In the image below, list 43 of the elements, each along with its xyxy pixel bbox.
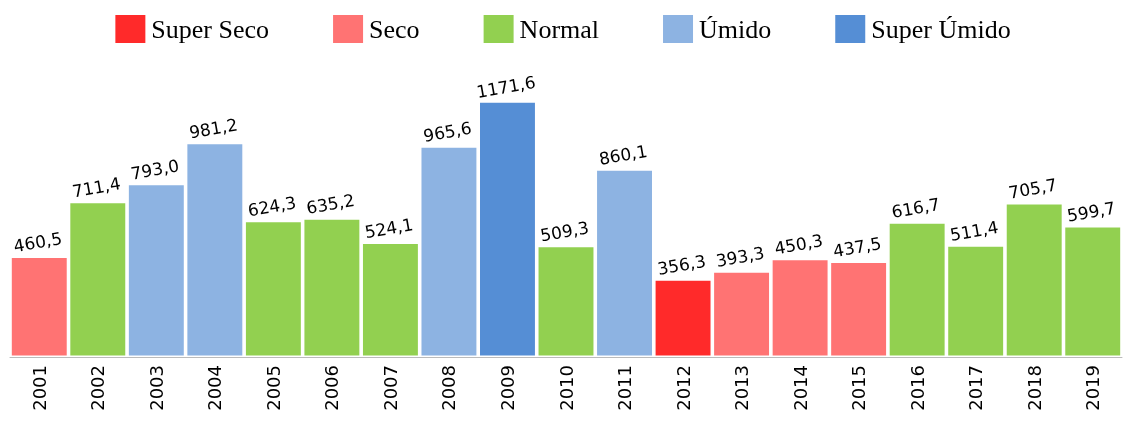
data-label: 624,3 [246,192,298,221]
x-tick-label: 2009 [496,365,518,411]
data-label: 450,3 [772,230,825,259]
legend-label: Super Seco [151,14,270,44]
x-tick-label: 2019 [1082,365,1104,411]
x-tick-label: 2010 [555,365,577,411]
data-label: 1171,6 [474,71,538,102]
data-label: 393,3 [714,242,766,271]
x-tick-label: 2007 [379,365,401,411]
data-label: 705,7 [1007,174,1059,203]
data-label: 356,3 [655,250,708,279]
legend-label: Super Úmido [871,14,1011,44]
data-label: 860,1 [597,140,649,169]
data-label: 524,1 [363,214,415,243]
x-tick-label: 2008 [438,365,460,411]
x-tick-label: 2002 [87,365,109,411]
data-label: 437,5 [831,233,883,262]
data-label: 711,4 [70,173,123,202]
data-label: 793,0 [129,155,181,184]
x-tick-label: 2012 [672,365,694,411]
data-label: 599,7 [1065,197,1117,226]
data-label: 511,4 [948,216,1000,246]
legend-label: Úmido [699,14,772,44]
x-tick-label: 2016 [906,365,928,411]
data-label: 965,6 [421,117,474,146]
x-tick-label: 2003 [145,365,167,411]
x-tick-label: 2013 [731,365,753,411]
x-tick-label: 2017 [965,365,987,411]
x-tick-label: 2011 [614,365,636,411]
legend-label: Seco [369,14,420,44]
x-tick-label: 2018 [1023,365,1045,411]
data-label: 616,7 [889,193,942,223]
x-tick-label: 2001 [28,365,50,411]
x-tick-label: 2004 [204,365,226,411]
data-label: 509,3 [538,217,591,246]
data-label: 460,5 [12,228,64,257]
x-tick-label: 2015 [848,365,870,411]
x-tick-label: 2006 [321,365,343,411]
data-label: 635,2 [304,189,357,219]
data-label: 981,2 [187,114,240,143]
x-tick-label: 2014 [789,365,811,411]
legend-label: Normal [519,14,600,44]
x-tick-label: 2005 [262,365,284,411]
